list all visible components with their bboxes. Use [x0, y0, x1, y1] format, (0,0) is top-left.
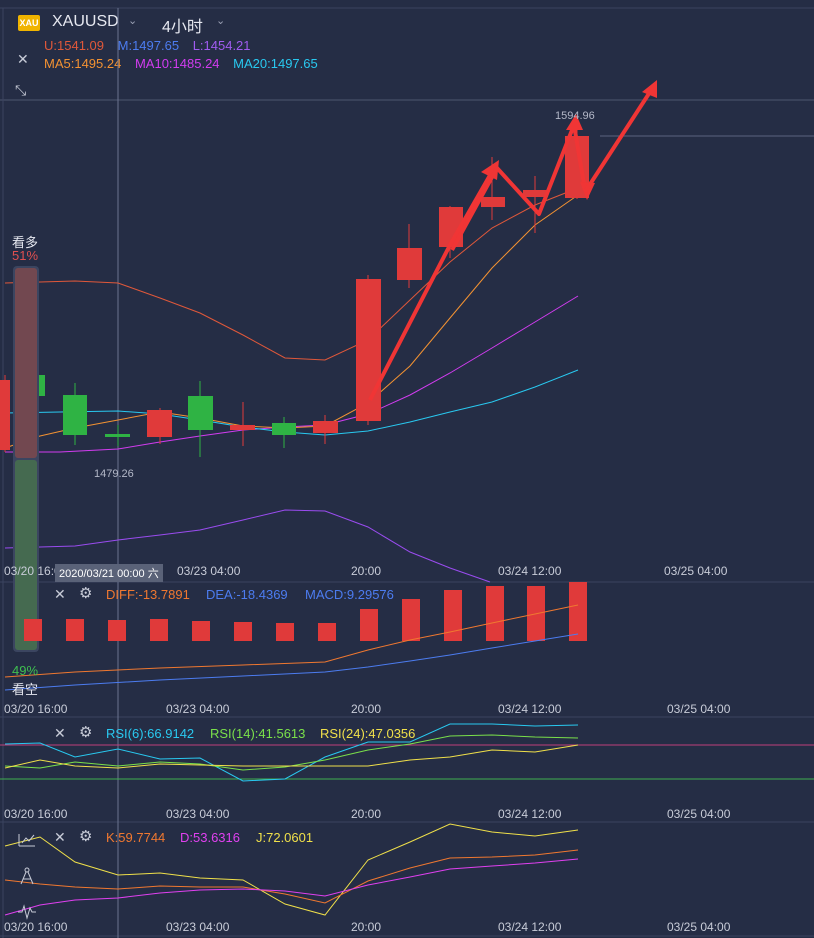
time-label: 20:00 [351, 564, 382, 578]
macd-histogram [24, 582, 587, 641]
boll-lower-line [4, 509, 491, 583]
chart-icon[interactable] [16, 830, 38, 850]
candle [313, 415, 338, 444]
sentiment-bar [13, 266, 39, 652]
xau-logo: XAU [18, 15, 40, 31]
boll-legend: U:1541.09 M:1497.65 L:1454.21 [44, 38, 261, 53]
candle [397, 224, 422, 288]
annotation-arrows [368, 80, 657, 401]
candle [0, 375, 10, 452]
time-label: 03/25 04:00 [667, 807, 731, 821]
gear-icon[interactable]: ⚙ [79, 585, 93, 602]
time-label: 20:00 [351, 920, 382, 934]
time-label: 03/24 12:00 [498, 920, 562, 934]
boll-mid-value: M:1497.65 [117, 38, 180, 53]
candle [272, 417, 296, 448]
rsi6-line [4, 723, 579, 782]
close-icon[interactable]: ✕ [54, 586, 66, 602]
time-label: 03/20 16:00 [4, 564, 68, 578]
kdj-j-line [4, 823, 579, 916]
low-price-label: 1479.26 [94, 468, 134, 480]
time-label: 03/24 12:00 [498, 702, 562, 716]
close-icon[interactable]: ✕ [17, 51, 29, 67]
time-label: 03/25 04:00 [664, 564, 728, 578]
kdj-j-value: J:72.0601 [256, 830, 314, 845]
time-label: 20:00 [351, 807, 382, 821]
gear-icon[interactable]: ⚙ [79, 724, 93, 741]
time-label: 03/24 12:00 [498, 564, 562, 578]
ma20-line [4, 369, 579, 436]
period-selector[interactable]: 4小时 [162, 19, 203, 36]
time-label: 03/23 04:00 [166, 920, 230, 934]
candle [230, 402, 255, 446]
candle [523, 176, 548, 233]
kdj-k-line [4, 849, 579, 904]
crosshair-date-label: 2020/03/21 00:00 六 [55, 564, 163, 582]
candle [188, 381, 213, 457]
collapse-icon[interactable]: ⤡ [15, 82, 27, 98]
gear-icon[interactable]: ⚙ [79, 828, 93, 845]
chevron-down-icon[interactable]: ⌄ [128, 15, 138, 27]
time-label: 20:00 [351, 702, 382, 716]
time-label: 03/23 04:00 [166, 807, 230, 821]
bull-percent: 51% [12, 248, 39, 263]
candle [356, 275, 381, 425]
macd-dif-line [4, 604, 579, 678]
time-label: 03/23 04:00 [177, 564, 241, 578]
kdj-d-line [4, 858, 579, 916]
macd-dea-value: DEA:-18.4369 [206, 587, 288, 602]
ma10-value: MA10:1485.24 [134, 56, 220, 71]
boll-upper-value: U:1541.09 [44, 38, 104, 53]
ma5-value: MA5:1495.24 [44, 56, 122, 71]
macd-dea-line [4, 633, 579, 691]
boll-upper-line [4, 187, 579, 361]
rsi24-value: RSI(24):47.0356 [320, 726, 416, 741]
symbol-selector[interactable]: XAUUSD [52, 13, 119, 30]
high-price-label: 1594.96 [555, 110, 595, 122]
ma10-line [5, 295, 579, 453]
rsi24-line [4, 744, 579, 769]
time-label: 03/24 12:00 [498, 807, 562, 821]
time-label: 03/23 04:00 [166, 702, 230, 716]
kdj-k-value: K:59.7744 [106, 830, 166, 845]
bear-percent: 49% [12, 663, 39, 678]
macd-value: MACD:9.29576 [305, 587, 394, 602]
compass-icon[interactable] [16, 866, 38, 886]
rsi6-value: RSI(6):66.9142 [106, 726, 195, 741]
rsi14-line [4, 734, 579, 771]
ma5-line [4, 194, 579, 449]
candles [0, 130, 589, 457]
rsi14-value: RSI(14):41.5613 [210, 726, 306, 741]
candle [105, 425, 130, 446]
time-label: 03/25 04:00 [667, 702, 731, 716]
chevron-down-icon[interactable]: ⌄ [216, 15, 226, 27]
wave-icon[interactable] [16, 902, 38, 922]
macd-diff-value: DIFF:-13.7891 [106, 587, 190, 602]
candle [63, 383, 87, 445]
candle [147, 408, 172, 444]
close-icon[interactable]: ✕ [54, 725, 66, 741]
chart-header: XAU XAUUSD ⌄ 4小时 ⌄ U:1541.09 M:1497.65 L… [0, 0, 814, 110]
kdj-d-value: D:53.6316 [180, 830, 240, 845]
ma-legend: MA5:1495.24 MA10:1485.24 MA20:1497.65 [44, 56, 328, 71]
bull-label: 看多 [12, 235, 39, 250]
time-label: 03/25 04:00 [667, 920, 731, 934]
time-label: 03/20 16:00 [4, 807, 68, 821]
ma20-value: MA20:1497.65 [233, 56, 318, 71]
boll-lower-value: L:1454.21 [192, 38, 251, 53]
close-icon[interactable]: ✕ [54, 829, 66, 845]
time-label: 03/20 16:00 [4, 702, 68, 716]
time-label: 03/20 16:00 [4, 920, 68, 934]
bear-label: 看空 [12, 682, 39, 697]
